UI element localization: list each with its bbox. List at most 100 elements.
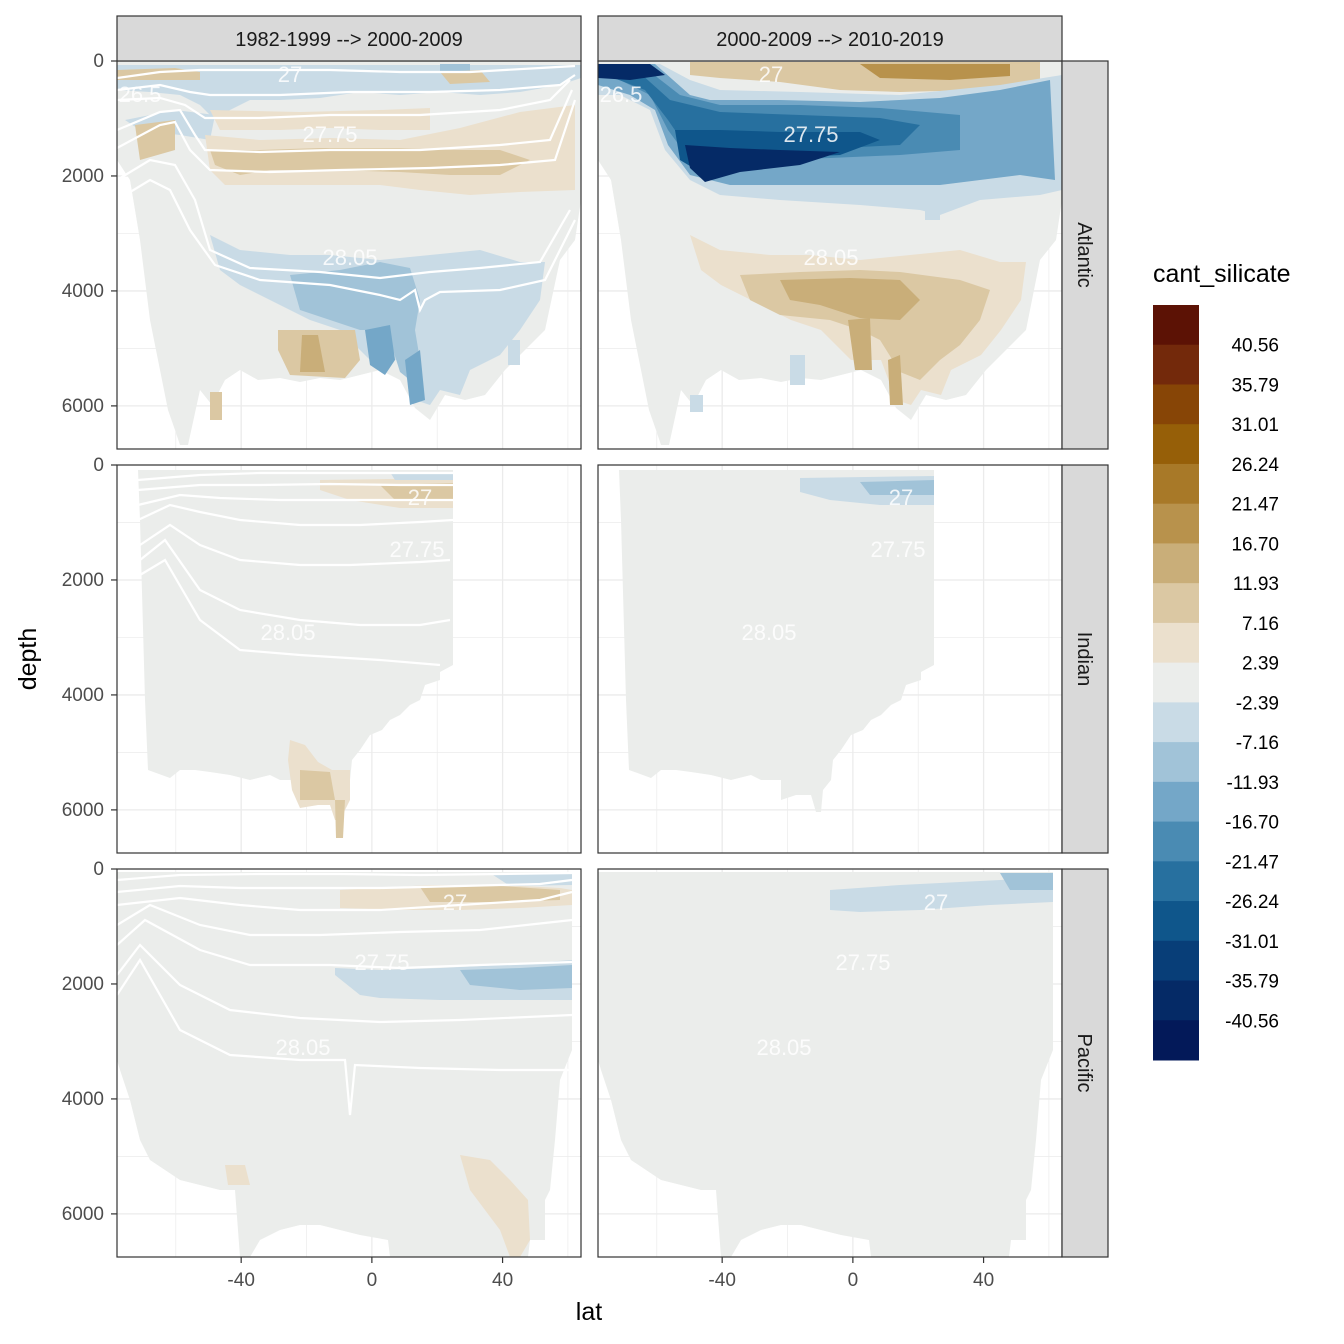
surface-brown-core bbox=[420, 886, 560, 902]
atlantic-p1-field bbox=[117, 61, 581, 445]
mid-blue-core bbox=[460, 965, 572, 990]
isopycnal-line bbox=[117, 158, 571, 280]
legend-break-label: 31.01 bbox=[1231, 415, 1279, 436]
blue-speck bbox=[925, 195, 940, 220]
isopycnal-line bbox=[117, 918, 573, 970]
ocean-basin-fill bbox=[619, 470, 934, 812]
legend-break-label: -16.70 bbox=[1225, 813, 1279, 834]
strip-column-2-label: 2000-2009 --> 2010-2019 bbox=[716, 29, 943, 51]
isopycnal-label: 27 bbox=[924, 890, 948, 915]
legend-swatch bbox=[1153, 861, 1199, 902]
deep-brown bbox=[225, 1165, 250, 1185]
isopycnal-label: 27.75 bbox=[302, 122, 357, 147]
isopycnal-label: 27.75 bbox=[783, 122, 838, 147]
isopycnal-line bbox=[117, 89, 574, 154]
nadw-brown-band bbox=[210, 108, 430, 130]
y-axis-title: depth bbox=[14, 628, 42, 691]
isopycnal-label: 27 bbox=[759, 62, 783, 87]
surface-brown-core bbox=[860, 64, 1010, 80]
isopycnal-line bbox=[117, 74, 576, 97]
x-tick-label: -40 bbox=[227, 1270, 254, 1291]
legend-swatch bbox=[1153, 1020, 1199, 1061]
deep-brown bbox=[460, 1155, 530, 1257]
aabw-blue-core bbox=[290, 262, 420, 380]
strip-row-indian-label: Indian bbox=[1073, 632, 1095, 687]
legend-break-label: 2.39 bbox=[1242, 654, 1279, 675]
legend-break-label: -31.01 bbox=[1225, 932, 1279, 953]
isopycnal-group bbox=[117, 871, 573, 1116]
isopycnal-label: 26.5 bbox=[600, 82, 643, 107]
legend-break-label: -35.79 bbox=[1225, 972, 1279, 993]
isopycnal-line bbox=[117, 903, 573, 937]
x-tick-label: 0 bbox=[848, 1270, 859, 1291]
isopycnal-line bbox=[139, 558, 441, 667]
deep-brown-core bbox=[335, 800, 345, 838]
isopycnal-label: 28.05 bbox=[275, 1035, 330, 1060]
y-tick-label: 4000 bbox=[62, 281, 104, 302]
isopycnal-line bbox=[139, 523, 451, 567]
ocean-basin-fill bbox=[138, 470, 453, 812]
legend-swatch bbox=[1153, 901, 1199, 942]
legend-swatch bbox=[1153, 344, 1199, 385]
legend: cant_silicate 40.56 35.79 31.01 26.24 21.47 1… bbox=[1153, 260, 1291, 1061]
deep-brown-core bbox=[300, 335, 325, 372]
aabw-brown-core bbox=[848, 318, 872, 370]
isopycnal-contours bbox=[117, 64, 577, 1116]
legend-swatch bbox=[1153, 305, 1199, 346]
atlantic-p2-field bbox=[598, 61, 1062, 445]
legend-break-label: -26.24 bbox=[1225, 892, 1279, 913]
legend-swatch bbox=[1153, 384, 1199, 425]
x-tick-label: 40 bbox=[492, 1270, 513, 1291]
surface-brown-strip bbox=[440, 70, 490, 84]
legend-swatch bbox=[1153, 940, 1199, 982]
y-tick-label: 4000 bbox=[62, 685, 104, 706]
legend-swatch bbox=[1153, 622, 1199, 664]
blue-speck bbox=[690, 395, 703, 412]
legend-break-label: -11.93 bbox=[1227, 773, 1279, 794]
y-tick-label: 6000 bbox=[62, 800, 104, 821]
strip-row-atlantic bbox=[1061, 60, 1109, 450]
isopycnal-line bbox=[117, 943, 573, 1024]
legend-swatch bbox=[1153, 503, 1199, 544]
surface-brown-core bbox=[380, 483, 453, 500]
aabw-brown-core bbox=[780, 278, 920, 320]
legend-swatch bbox=[1153, 781, 1199, 823]
blue-speck bbox=[790, 355, 805, 385]
pacific-p2-field bbox=[598, 872, 1053, 1257]
isopycnal-label: 28.05 bbox=[322, 245, 377, 270]
strip-column-2 bbox=[597, 15, 1063, 62]
legend-swatch bbox=[1153, 702, 1199, 743]
surface-blue-band bbox=[440, 64, 470, 72]
legend-swatch bbox=[1153, 463, 1199, 505]
isopycnal-line bbox=[137, 482, 453, 492]
isopycnal-label: 28.05 bbox=[741, 620, 796, 645]
legend-swatch bbox=[1153, 821, 1199, 862]
axes: 020004000600002000400060000200040006000-… bbox=[62, 51, 994, 1291]
isopycnal-label: 26.5 bbox=[119, 82, 162, 107]
isopycnal-line bbox=[117, 878, 573, 894]
legend-break-label: -40.56 bbox=[1225, 1011, 1279, 1032]
isopycnal-group bbox=[137, 471, 454, 667]
upper-blue-core bbox=[685, 145, 840, 182]
isopycnal-label: 27.75 bbox=[835, 950, 890, 975]
legend-colorbar bbox=[1153, 305, 1199, 1061]
deep-brown-core bbox=[300, 770, 335, 800]
y-tick-label: 0 bbox=[93, 859, 104, 880]
legend-labels: 40.56 35.79 31.01 26.24 21.47 16.70 11.93 7.16 2… bbox=[1225, 336, 1279, 1033]
facet-strips-right: Atlantic Indian Pacific bbox=[1061, 60, 1109, 1258]
legend-swatch bbox=[1153, 583, 1199, 624]
isopycnal-line bbox=[137, 493, 453, 507]
y-tick-label: 0 bbox=[93, 455, 104, 476]
y-tick-label: 2000 bbox=[62, 570, 104, 591]
legend-break-label: 21.47 bbox=[1231, 495, 1279, 516]
y-tick-label: 2000 bbox=[62, 974, 104, 995]
strip-column-1-label: 1982-1999 --> 2000-2009 bbox=[235, 29, 462, 51]
strip-row-pacific-label: Pacific bbox=[1073, 1034, 1095, 1093]
surface-blue bbox=[830, 878, 1053, 912]
y-tick-label: 6000 bbox=[62, 1204, 104, 1225]
isopycnal-line bbox=[117, 99, 577, 174]
deep-brown-patch bbox=[210, 392, 222, 420]
legend-break-label: -7.16 bbox=[1236, 733, 1279, 754]
legend-break-label: 16.70 bbox=[1231, 534, 1279, 555]
